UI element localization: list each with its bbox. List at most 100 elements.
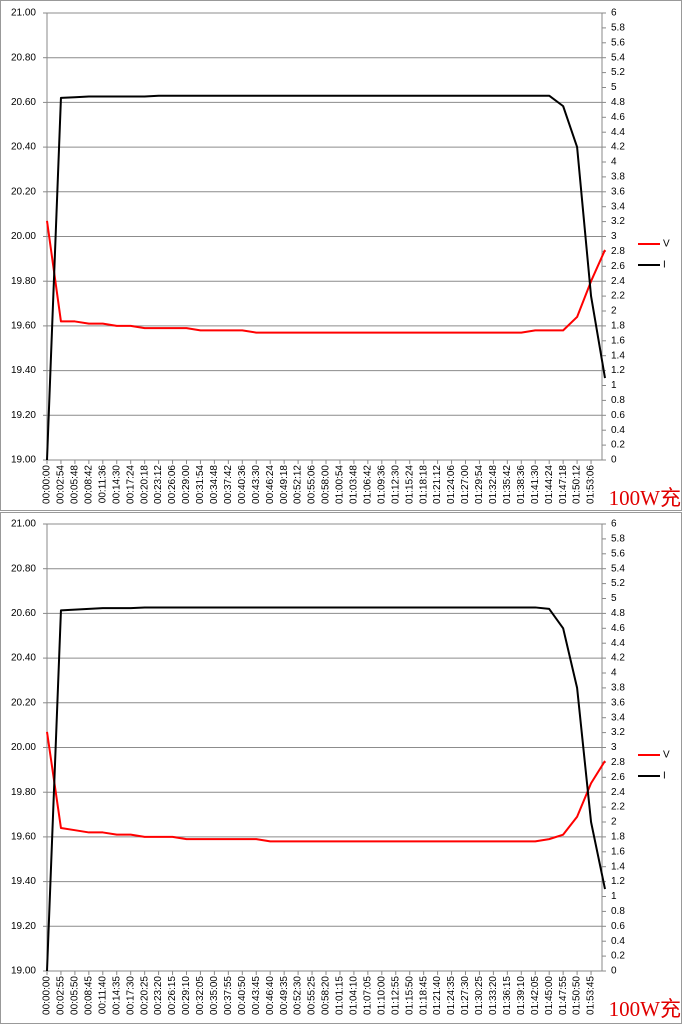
y2-tick-label: 1	[611, 891, 617, 902]
y2-tick-label: 4.2	[611, 653, 625, 664]
x-tick-label: 01:27:00	[460, 465, 471, 504]
x-tick-label: 00:55:25	[307, 976, 318, 1015]
x-tick-label: 01:03:48	[349, 465, 360, 504]
y2-tick-label: 3.2	[611, 216, 625, 227]
y-tick-label: 19.60	[11, 321, 36, 332]
chart-frame	[0, 512, 682, 1024]
y-tick-label: 19.60	[11, 832, 36, 843]
x-tick-label: 00:26:06	[167, 465, 178, 504]
x-tick-label: 01:35:42	[502, 465, 513, 504]
y-tick-label: 19.20	[11, 410, 36, 421]
y2-tick-label: 0.6	[611, 921, 625, 932]
y-tick-label: 19.20	[11, 921, 36, 932]
y-tick-label: 20.60	[11, 97, 36, 108]
y2-tick-label: 4	[611, 668, 617, 679]
series-line	[46, 606, 606, 972]
x-tick-label: 01:00:54	[335, 465, 346, 504]
x-tick-label: 00:05:50	[70, 976, 81, 1015]
series-line	[46, 94, 606, 461]
y2-tick-label: 5.6	[611, 548, 625, 559]
y2-tick-label: 3	[611, 742, 617, 753]
y2-tick-label: 2.8	[611, 246, 625, 257]
x-tick-label: 01:30:25	[474, 976, 485, 1015]
annotation: 100W充	[609, 997, 681, 1021]
x-tick-label: 00:00:00	[42, 976, 53, 1015]
y2-tick-label: 4	[611, 157, 617, 168]
y2-tick-label: 5.8	[611, 534, 625, 545]
y2-tick-label: 2.8	[611, 757, 625, 768]
y2-tick-label: 3.4	[611, 201, 625, 212]
y2-tick-label: 3.6	[611, 186, 625, 197]
y2-tick-label: 6	[611, 8, 617, 19]
x-tick-label: 01:33:20	[488, 976, 499, 1015]
x-tick-label: 00:29:00	[181, 465, 192, 504]
x-tick-label: 00:31:54	[195, 465, 206, 504]
x-tick-label: 00:00:00	[42, 465, 53, 504]
y2-tick-label: 6	[611, 519, 617, 530]
y2-tick-label: 1.8	[611, 321, 625, 332]
x-tick-label: 01:06:42	[362, 465, 373, 504]
y2-tick-label: 3.6	[611, 697, 625, 708]
legend-label: I	[663, 260, 666, 271]
y2-tick-label: 5	[611, 593, 617, 604]
legend-label: V	[663, 239, 670, 250]
y2-tick-label: 1.6	[611, 335, 625, 346]
y2-tick-label: 5.2	[611, 67, 625, 78]
x-tick-label: 00:11:40	[97, 976, 108, 1015]
y-tick-label: 20.80	[11, 52, 36, 63]
x-tick-label: 00:40:50	[237, 976, 248, 1015]
y2-tick-label: 3	[611, 231, 617, 242]
x-tick-label: 01:15:50	[404, 976, 415, 1015]
x-tick-label: 01:27:30	[460, 976, 471, 1015]
y2-tick-label: 4.8	[611, 97, 625, 108]
x-tick-label: 01:29:54	[474, 465, 485, 504]
y2-tick-label: 5.4	[611, 52, 625, 63]
x-tick-label: 00:17:24	[125, 465, 136, 504]
x-tick-label: 00:55:06	[307, 465, 318, 504]
x-tick-label: 00:29:10	[181, 976, 192, 1015]
x-tick-label: 00:17:30	[125, 976, 136, 1015]
y2-tick-label: 4.6	[611, 112, 625, 123]
x-tick-label: 00:40:36	[237, 465, 248, 504]
y-tick-label: 20.00	[11, 742, 36, 753]
y2-tick-label: 5.6	[611, 37, 625, 48]
y-tick-label: 19.80	[11, 787, 36, 798]
y2-tick-label: 0.6	[611, 410, 625, 421]
x-tick-label: 00:46:40	[265, 976, 276, 1015]
y-tick-label: 21.00	[11, 519, 36, 530]
x-tick-label: 00:52:30	[293, 976, 304, 1015]
x-tick-label: 01:04:10	[349, 976, 360, 1015]
x-tick-label: 01:21:40	[432, 976, 443, 1015]
y2-tick-label: 4.4	[611, 638, 625, 649]
x-tick-label: 00:02:54	[56, 465, 67, 504]
x-tick-label: 01:07:05	[362, 976, 373, 1015]
x-tick-label: 01:44:24	[544, 465, 555, 504]
y-tick-label: 19.40	[11, 876, 36, 887]
x-tick-label: 00:32:05	[195, 976, 206, 1015]
y-tick-label: 21.00	[11, 8, 36, 19]
y2-tick-label: 4.8	[611, 608, 625, 619]
x-tick-label: 00:58:20	[321, 976, 332, 1015]
y2-tick-label: 0.4	[611, 425, 625, 436]
x-tick-label: 01:38:36	[516, 465, 527, 504]
y-tick-label: 19.40	[11, 365, 36, 376]
x-tick-label: 00:26:15	[167, 976, 178, 1015]
x-tick-label: 00:20:18	[139, 465, 150, 504]
y-tick-label: 20.60	[11, 608, 36, 619]
y-tick-label: 20.00	[11, 231, 36, 242]
y2-tick-label: 1.8	[611, 832, 625, 843]
y2-tick-label: 4.6	[611, 623, 625, 634]
y2-tick-label: 0.2	[611, 951, 625, 962]
y2-tick-label: 0	[611, 455, 617, 466]
x-tick-label: 00:20:25	[139, 976, 150, 1015]
x-tick-label: 01:18:18	[418, 465, 429, 504]
x-tick-label: 01:50:12	[572, 465, 583, 504]
x-tick-label: 01:53:45	[586, 976, 597, 1015]
y2-tick-label: 0.8	[611, 906, 625, 917]
y2-tick-label: 2.4	[611, 276, 625, 287]
legend-label: V	[663, 750, 670, 761]
x-tick-label: 01:41:30	[530, 465, 541, 504]
x-tick-label: 00:08:45	[83, 976, 94, 1015]
x-tick-label: 00:43:30	[251, 465, 262, 504]
x-tick-label: 01:01:15	[335, 976, 346, 1015]
